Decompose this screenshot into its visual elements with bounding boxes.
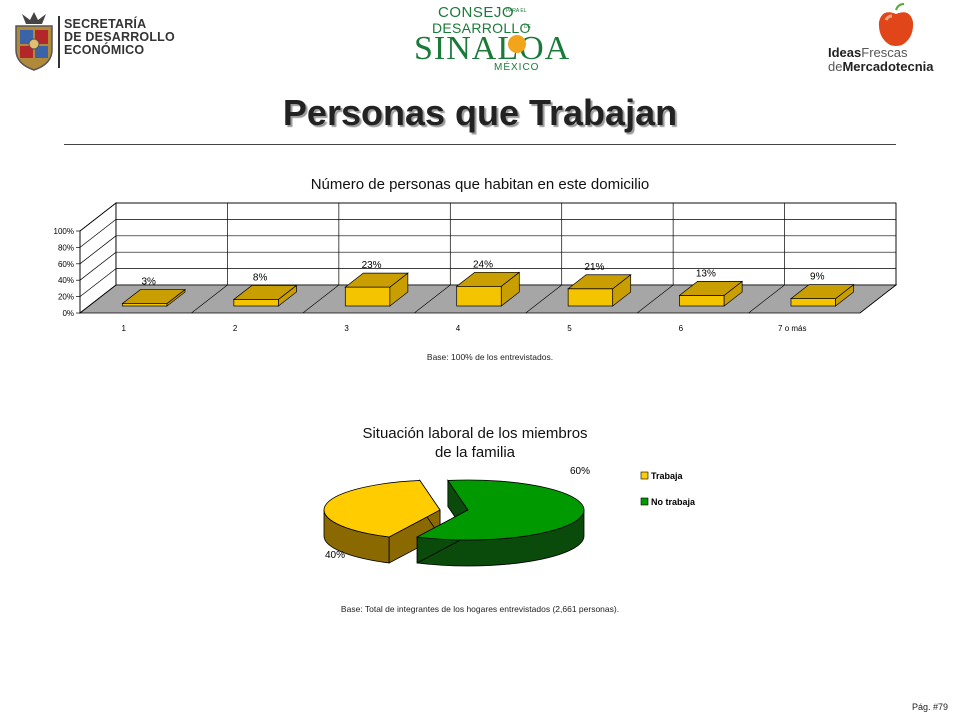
bar-top [232,285,298,300]
bar-value-label: 21% [584,262,604,273]
bar-top [567,274,632,290]
floor-divider [191,284,228,314]
gridline-side [79,235,117,265]
pie-slice-trabaja [323,479,441,564]
back-wall [115,202,897,286]
gridline-side [79,219,117,248]
logo-sinaloa: SINALOA [414,30,571,67]
floor-divider [79,284,117,314]
logo-line: SECRETARÍA [64,17,147,31]
page-number: Pág. #79 [911,702,948,712]
y-tick-label: 40% [58,276,74,285]
y-tick-label: 20% [58,293,74,302]
logo-mexico: MÉXICO [494,62,540,73]
logo-de: DE [524,24,531,30]
bar [567,274,632,307]
floor-divider [525,284,562,314]
legend-label: No trabaja [651,497,696,507]
secretaria-logo-text: SECRETARÍA DE DESARROLLO ECONÓMICO [64,18,175,57]
bar-top [789,284,855,299]
floor-divider [748,284,785,314]
logo-ideas: Ideas [828,45,862,60]
gridline-side [79,251,117,281]
bar-top [678,280,744,296]
x-tick-label: 5 [567,324,572,333]
gridline-side [79,202,117,232]
floor-divider [302,284,340,314]
coat-of-arms-logo [15,12,53,71]
pie-top [323,480,441,538]
bar-value-label: 9% [810,272,825,283]
pie-top [415,479,585,541]
x-tick-label: 4 [456,324,461,333]
logo-mercadotecnia: Mercadotecnia [842,59,934,74]
gridline-side [79,268,117,297]
sun-icon [508,35,526,53]
floor-divider [859,284,897,314]
ideas-frescas-logo-text: IdeasFrescas deMercadotecnia [828,46,934,74]
bar-value-label: 23% [362,260,382,271]
pie-title-line: de la familia [434,444,516,461]
bar [232,284,298,307]
pie-title-line: Situación laboral de los miembros [362,425,588,442]
pie-value-label: 60% [570,466,590,477]
pie-chart-title: Situación laboral de los miembros de la … [320,424,630,462]
pie-value-label: 40% [325,550,345,561]
y-tick-label: 80% [58,243,74,252]
logo-line: ECONÓMICO [64,43,145,57]
legend-label: Trabaja [651,471,684,481]
bar-chart-base-note: Base: 100% de los entrevistados. [426,352,554,362]
bar-value-label: 8% [253,272,268,283]
bar [789,283,855,307]
logo-line: DE DESARROLLO [64,30,175,44]
bar-value-label: 24% [473,259,493,270]
y-tick-label: 60% [58,260,74,269]
logo-desarrollo: DESARROLLO [432,20,531,36]
legend-swatch [640,471,649,480]
floor-divider [414,284,451,314]
consejo-sinaloa-logo: CONSEJO PARA EL DESARROLLO DE SINALOA MÉ… [412,4,569,76]
logo-divider [58,16,60,68]
x-tick-label: 2 [233,324,238,333]
page-title: Personas que Trabajan [282,92,678,133]
bar-top [121,289,187,304]
title-divider [64,144,896,145]
bar-value-label: 3% [141,277,156,288]
bar-value-label: 13% [696,268,716,279]
x-tick-label: 3 [344,324,349,333]
logo-consejo: CONSEJO [438,4,515,21]
bar [121,288,187,307]
pie-slice-no-trabaja [415,479,585,567]
bar-top [455,271,521,287]
bar-top [344,272,409,288]
logo-frescas: Frescas [861,45,908,60]
logo-de: de [828,59,843,74]
x-tick-label: 6 [679,324,684,333]
pie-chart-base-note: Base: Total de integrantes de los hogare… [340,604,620,614]
legend-swatch [640,497,649,506]
bar [678,280,744,307]
y-tick-label: 0% [62,309,74,318]
apple-logo [878,3,914,46]
bar [455,271,521,307]
x-tick-label: 1 [121,324,126,333]
x-tick-label: 7 o más [778,324,806,333]
bar-chart-title: Número de personas que habitan en este d… [310,176,650,193]
bar [344,272,409,307]
y-tick-label: 100% [54,227,74,236]
logo-para-el: PARA EL [506,8,527,14]
floor-divider [636,284,674,314]
